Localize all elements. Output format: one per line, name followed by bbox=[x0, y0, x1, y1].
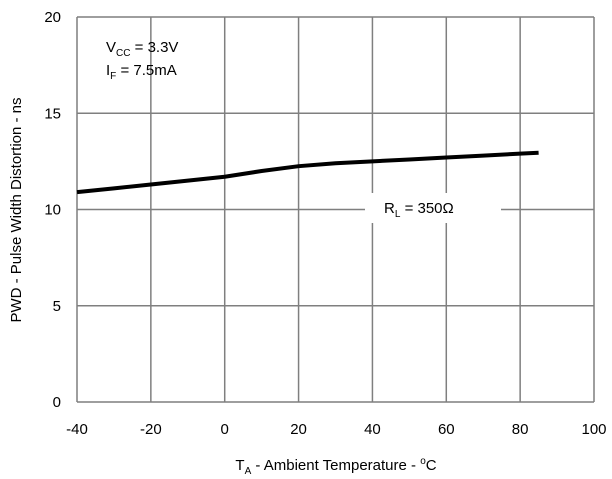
x-tick-label: 20 bbox=[290, 421, 307, 438]
series-label: RL = 350Ω bbox=[365, 193, 501, 223]
y-tick-label: 5 bbox=[53, 298, 61, 315]
x-tick-label: -20 bbox=[140, 421, 162, 438]
rl-annotation: RL = 350Ω bbox=[384, 200, 454, 220]
if-annotation: IF = 7.5mA bbox=[106, 62, 177, 82]
x-tick-label: 40 bbox=[364, 421, 381, 438]
vcc-annotation: VCC = 3.3V bbox=[106, 39, 178, 59]
x-tick-label: 100 bbox=[581, 421, 606, 438]
series-layer bbox=[76, 150, 539, 195]
series-label-backing bbox=[365, 193, 501, 223]
x-tick-label: 0 bbox=[221, 421, 229, 438]
series-line-0 bbox=[76, 150, 539, 195]
x-tick-label: 60 bbox=[438, 421, 455, 438]
y-tick-label: 0 bbox=[53, 394, 61, 411]
y-tick-label: 20 bbox=[44, 9, 61, 26]
tick-labels: -40 -20 0 20 40 60 80 100 0 5 10 15 20 bbox=[44, 9, 606, 438]
conditions-annotation: VCC = 3.3V IF = 7.5mA bbox=[106, 39, 178, 82]
x-tick-label: -40 bbox=[66, 421, 88, 438]
x-tick-label: 80 bbox=[512, 421, 529, 438]
y-tick-label: 15 bbox=[44, 105, 61, 122]
y-tick-label: 10 bbox=[44, 202, 61, 219]
x-axis-title: TA - Ambient Temperature - oC bbox=[235, 456, 436, 477]
y-axis-title: PWD - Pulse Width Distortion - ns bbox=[8, 97, 25, 322]
